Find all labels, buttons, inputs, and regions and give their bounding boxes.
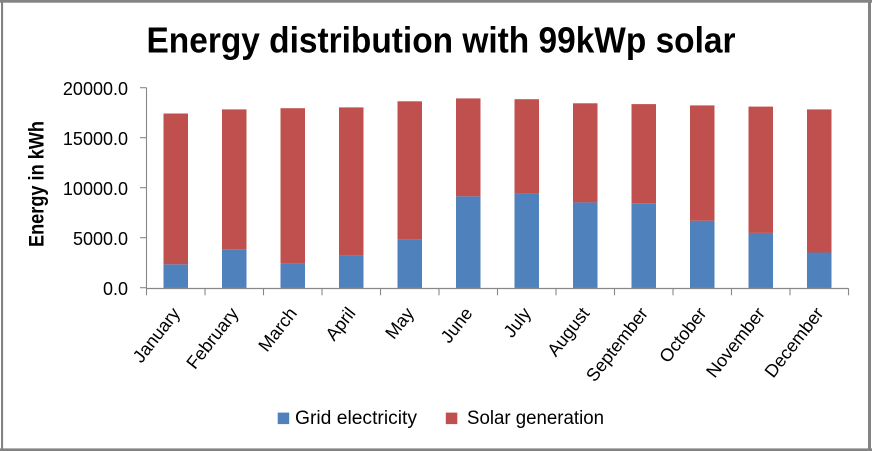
svg-text:15000.0: 15000.0 (63, 129, 128, 149)
svg-text:Solar generation: Solar generation (467, 408, 604, 429)
svg-text:10000.0: 10000.0 (63, 179, 128, 199)
svg-text:5000.0: 5000.0 (73, 229, 128, 249)
svg-text:Energy distribution with 99kWp: Energy distribution with 99kWp solar (147, 19, 736, 60)
svg-text:Energy in kWh: Energy in kWh (25, 121, 48, 247)
svg-text:20000.0: 20000.0 (63, 79, 128, 99)
svg-text:0.0: 0.0 (103, 279, 128, 299)
svg-text:Grid electricity: Grid electricity (295, 408, 418, 429)
